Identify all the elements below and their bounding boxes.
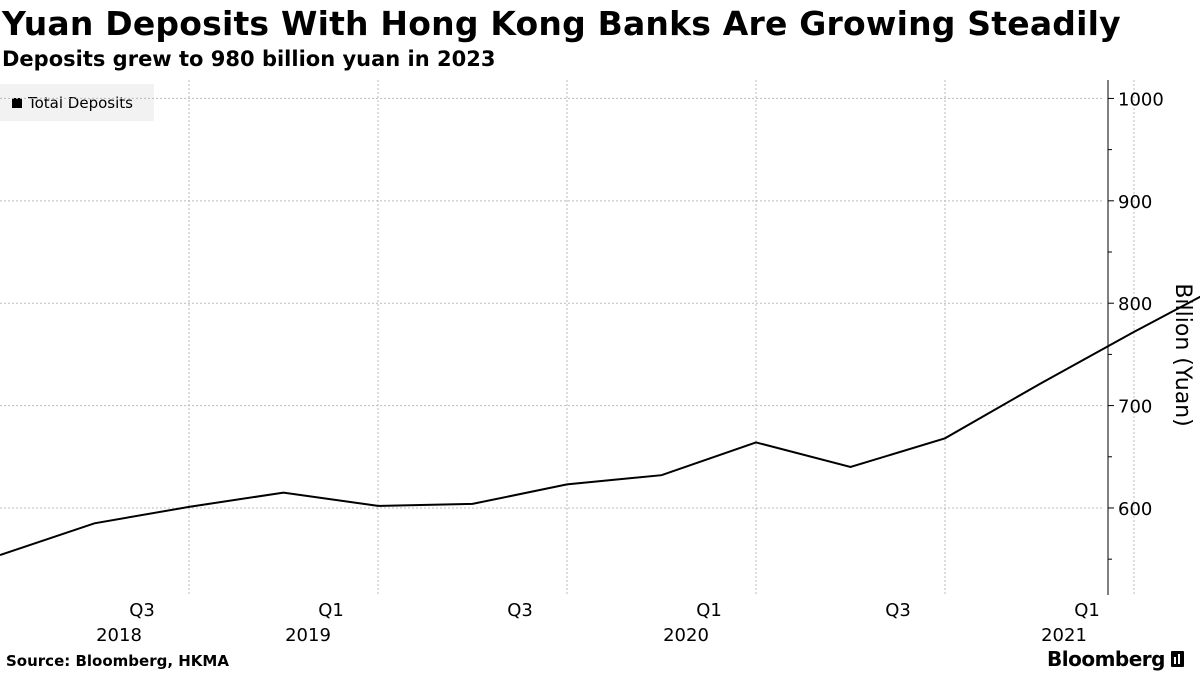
x-axis: Q32018Q12019Q3Q12020Q3Q12021Q3Q12022Q3Q1…: [96, 600, 1100, 646]
x-tick-label-quarter: Q3: [129, 600, 155, 621]
brand-text: Bloomberg: [1047, 647, 1165, 671]
y-tick-label: 700: [1118, 397, 1152, 418]
legend: Total Deposits: [0, 84, 154, 121]
x-tick-label-quarter: Q3: [507, 600, 533, 621]
series-line-total-deposits: [0, 295, 1200, 557]
chart-subtitle: Deposits grew to 980 billion yuan in 202…: [2, 47, 496, 71]
x-tick-label-quarter: Q3: [885, 600, 911, 621]
y-axis: 600 700 800 900 1000: [1107, 80, 1164, 595]
bloomberg-terminal-icon: [1170, 651, 1184, 667]
x-tick-label-year: 2021: [1041, 625, 1087, 646]
x-tick-label-year: 2020: [663, 625, 709, 646]
bloomberg-logo: Bloomberg: [1047, 647, 1184, 671]
y-axis-title: Billion (Yuan): [1170, 283, 1195, 426]
y-tick-label: 600: [1118, 499, 1152, 520]
legend-label-total-deposits: Total Deposits: [28, 93, 133, 112]
legend-swatch-total-deposits: [12, 97, 22, 108]
x-tick-label-quarter: Q1: [696, 600, 722, 621]
chart-title: Yuan Deposits With Hong Kong Banks Are G…: [2, 4, 1121, 43]
source-note: Source: Bloomberg, HKMA: [6, 652, 229, 670]
series-layer: [0, 295, 1200, 557]
x-tick-label-year: 2018: [96, 625, 142, 646]
x-tick-label-quarter: Q1: [318, 600, 344, 621]
x-tick-label-quarter: Q1: [1074, 600, 1100, 621]
grid: [0, 80, 1135, 595]
x-tick-label-year: 2019: [285, 625, 331, 646]
y-tick-label: 900: [1118, 192, 1152, 213]
y-tick-label: 1000: [1118, 89, 1164, 110]
y-tick-label: 800: [1118, 294, 1152, 315]
